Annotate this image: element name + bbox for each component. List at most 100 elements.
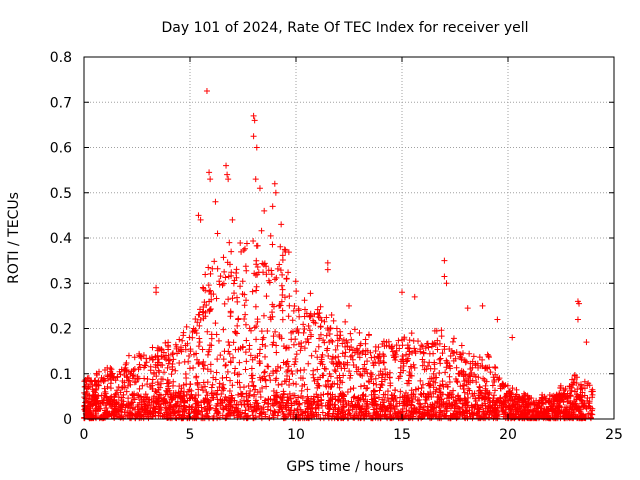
data-point xyxy=(576,300,583,307)
data-point xyxy=(247,352,254,359)
data-point xyxy=(356,329,363,336)
data-point xyxy=(450,387,457,394)
data-point xyxy=(416,396,423,403)
data-point xyxy=(479,363,486,370)
data-point xyxy=(370,362,377,369)
data-point xyxy=(440,383,447,390)
data-point xyxy=(204,351,211,358)
data-point xyxy=(424,362,431,369)
data-point xyxy=(355,399,362,406)
data-point xyxy=(310,411,317,418)
data-point xyxy=(130,372,137,379)
data-point xyxy=(300,329,307,336)
data-point xyxy=(317,324,324,331)
data-point xyxy=(313,404,320,411)
data-point xyxy=(243,267,250,274)
data-point xyxy=(212,320,219,327)
data-point xyxy=(162,339,169,346)
data-point xyxy=(119,377,126,384)
data-point xyxy=(284,358,291,365)
data-point xyxy=(93,372,100,379)
data-point xyxy=(260,334,267,341)
data-point xyxy=(256,406,263,413)
data-point xyxy=(202,383,209,390)
data-point xyxy=(332,361,339,368)
y-tick-label: 0.5 xyxy=(50,186,72,202)
y-tick-label: 0.1 xyxy=(50,367,72,383)
data-point xyxy=(272,367,279,374)
data-point xyxy=(456,351,463,358)
data-point xyxy=(373,409,380,416)
data-point xyxy=(426,359,433,366)
data-point xyxy=(100,397,107,404)
data-point xyxy=(573,379,580,386)
data-point xyxy=(138,405,145,412)
data-point xyxy=(163,387,170,394)
data-point xyxy=(141,375,148,382)
data-point xyxy=(237,283,244,290)
data-point xyxy=(458,342,465,349)
data-point xyxy=(393,342,400,349)
data-point xyxy=(204,396,211,403)
data-point xyxy=(250,133,257,140)
data-point xyxy=(126,415,133,422)
x-tick-label: 25 xyxy=(605,427,623,443)
data-point xyxy=(475,408,482,415)
data-point xyxy=(459,350,466,357)
data-point xyxy=(298,387,305,394)
data-point xyxy=(458,367,465,374)
data-point xyxy=(123,388,130,395)
data-point xyxy=(99,376,106,383)
data-point xyxy=(390,397,397,404)
data-point xyxy=(203,388,210,395)
data-point xyxy=(274,412,281,419)
data-point xyxy=(379,341,386,348)
y-axis-label: ROTI / TECUs xyxy=(6,192,22,284)
data-point xyxy=(231,407,238,414)
data-point xyxy=(320,391,327,398)
data-point xyxy=(375,372,382,379)
data-point xyxy=(193,373,200,380)
data-point xyxy=(206,346,213,353)
data-point xyxy=(443,364,450,371)
data-point xyxy=(380,359,387,366)
data-point xyxy=(250,415,257,422)
data-point xyxy=(499,403,506,410)
data-point xyxy=(219,375,226,382)
data-point xyxy=(224,171,231,178)
data-point xyxy=(444,359,451,366)
data-point xyxy=(461,378,468,385)
data-point xyxy=(312,348,319,355)
data-point xyxy=(217,352,224,359)
data-point xyxy=(155,367,162,374)
data-point xyxy=(529,413,536,420)
data-point xyxy=(454,393,461,400)
data-point xyxy=(232,404,239,411)
data-point xyxy=(224,368,231,375)
data-point xyxy=(215,337,222,344)
data-point xyxy=(297,347,304,354)
data-point xyxy=(241,401,248,408)
data-point xyxy=(190,408,197,415)
data-point xyxy=(270,368,277,375)
data-point xyxy=(554,394,561,401)
data-point xyxy=(299,412,306,419)
data-point xyxy=(469,411,476,418)
data-point xyxy=(105,413,112,420)
data-point xyxy=(154,362,161,369)
data-point xyxy=(135,375,142,382)
data-point xyxy=(373,402,380,409)
data-point xyxy=(503,391,510,398)
data-point xyxy=(125,377,132,384)
data-point xyxy=(446,362,453,369)
data-point xyxy=(324,266,331,273)
data-point xyxy=(88,411,95,418)
data-point xyxy=(324,378,331,385)
data-point xyxy=(317,360,324,367)
data-point xyxy=(372,375,379,382)
data-point xyxy=(443,357,450,364)
data-point xyxy=(213,410,220,417)
data-point xyxy=(149,344,156,351)
data-point xyxy=(354,347,361,354)
data-point xyxy=(566,406,573,413)
